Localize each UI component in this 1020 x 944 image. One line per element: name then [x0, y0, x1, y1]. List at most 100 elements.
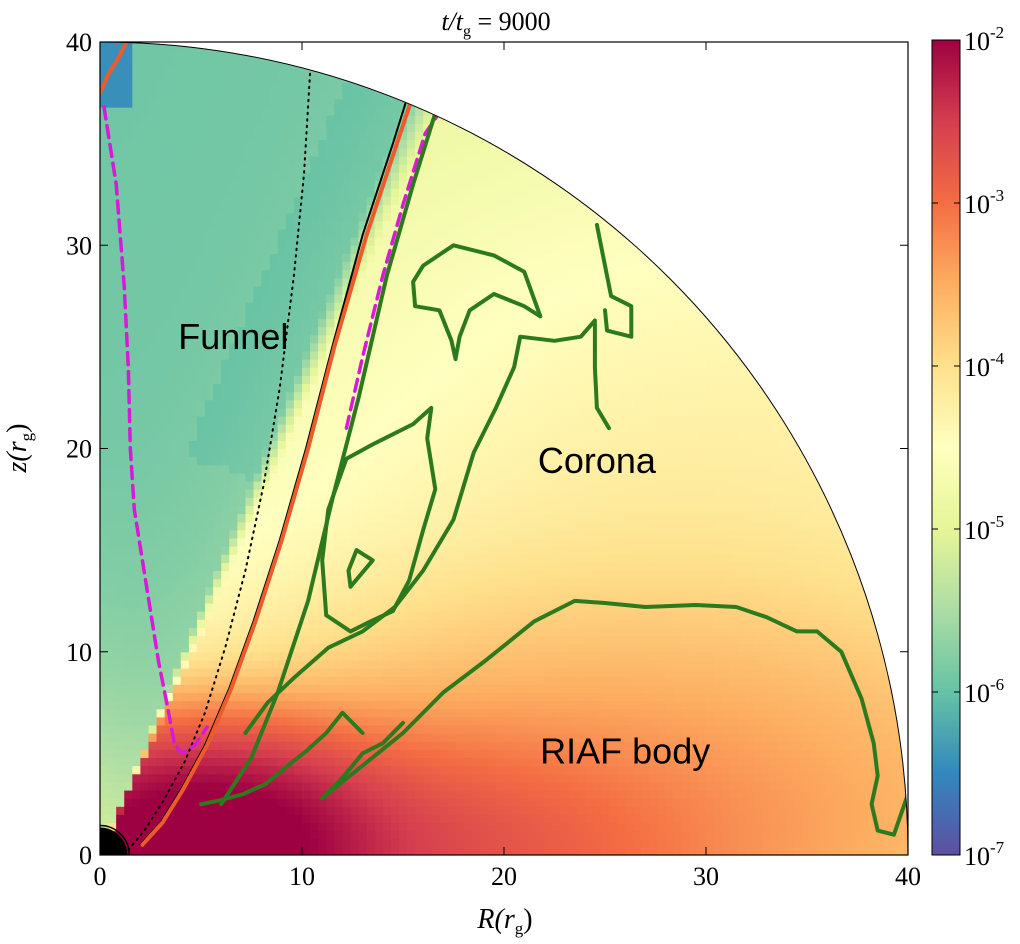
heatmap-cell	[213, 367, 222, 376]
heatmap-cell	[213, 692, 222, 702]
heatmap-cell	[431, 798, 440, 807]
heatmap-cell	[302, 684, 311, 693]
heatmap-cell	[512, 415, 521, 425]
heatmap-cell	[398, 481, 408, 490]
heatmap-cell	[382, 806, 392, 815]
heatmap-cell	[213, 472, 222, 482]
heatmap-cell	[229, 489, 238, 498]
heatmap-cell	[261, 326, 271, 336]
heatmap-cell	[269, 464, 279, 474]
heatmap-cell	[277, 611, 287, 620]
heatmap-cell	[374, 513, 384, 523]
heatmap-cell	[512, 440, 521, 450]
heatmap-cell	[164, 765, 174, 775]
heatmap-cell	[302, 692, 311, 702]
heatmap-cell	[116, 570, 125, 580]
heatmap-cell	[261, 830, 271, 840]
heatmap-cell	[310, 521, 319, 531]
heatmap-cell	[293, 464, 303, 474]
heatmap-cell	[261, 846, 271, 855]
heatmap-cell	[334, 302, 343, 311]
heatmap-cell	[100, 147, 109, 157]
heatmap-cell	[447, 228, 457, 238]
heatmap-cell	[334, 554, 343, 563]
heatmap-cell	[156, 440, 166, 450]
heatmap-cell	[504, 546, 513, 555]
heatmap-cell	[334, 806, 343, 815]
heatmap-cell	[277, 546, 287, 555]
heatmap-cell	[253, 757, 263, 767]
heatmap-cell	[205, 708, 214, 718]
heatmap-cell	[180, 619, 190, 628]
heatmap-cell	[407, 147, 416, 157]
heatmap-cell	[310, 212, 319, 222]
heatmap-cell	[374, 261, 384, 271]
heatmap-cell	[431, 139, 440, 149]
heatmap-cell	[447, 586, 457, 596]
heatmap-cell	[148, 627, 158, 637]
heatmap-cell	[253, 432, 263, 441]
heatmap-cell	[253, 627, 263, 637]
heatmap-cell	[116, 432, 125, 441]
heatmap-cell	[277, 163, 287, 173]
heatmap-cell	[334, 212, 343, 222]
heatmap-cell	[398, 261, 408, 271]
heatmap-cell	[293, 611, 303, 620]
heatmap-cell	[116, 139, 125, 149]
heatmap-cell	[350, 424, 360, 433]
heatmap-cell	[140, 554, 150, 563]
heatmap-cell	[479, 798, 489, 807]
heatmap-cell	[293, 562, 303, 572]
heatmap-cell	[302, 285, 311, 295]
heatmap-cell	[100, 773, 109, 783]
heatmap-cell	[423, 733, 432, 742]
heatmap-cell	[116, 781, 125, 791]
heatmap-cell	[423, 196, 432, 206]
heatmap-cell	[196, 440, 206, 450]
heatmap-cell	[245, 562, 255, 572]
heatmap-cell	[245, 765, 255, 775]
heatmap-cell	[253, 448, 263, 458]
heatmap-cell	[132, 619, 141, 628]
heatmap-cell	[205, 692, 214, 702]
heatmap-cell	[180, 497, 190, 507]
heatmap-cell	[156, 619, 166, 628]
heatmap-cell	[196, 342, 206, 352]
heatmap-cell	[487, 838, 497, 848]
heatmap-cell	[447, 326, 457, 336]
heatmap-cell	[253, 253, 263, 263]
heatmap-cell	[213, 668, 222, 677]
heatmap-cell	[164, 90, 174, 100]
heatmap-cell	[342, 367, 352, 376]
heatmap-cell	[455, 741, 465, 750]
heatmap-cell	[302, 668, 311, 677]
heatmap-cell	[180, 82, 190, 92]
heatmap-cell	[479, 196, 489, 206]
heatmap-cell	[504, 220, 513, 230]
heatmap-cell	[108, 635, 117, 645]
heatmap-cell	[285, 269, 295, 279]
heatmap-cell	[455, 147, 465, 157]
heatmap-cell	[512, 619, 521, 628]
heatmap-cell	[213, 58, 222, 67]
heatmap-cell	[382, 716, 392, 726]
heatmap-cell	[504, 668, 513, 677]
heatmap-cell	[495, 798, 505, 807]
heatmap-cell	[374, 237, 384, 246]
heatmap-cell	[326, 196, 335, 206]
heatmap-cell	[253, 749, 263, 759]
heatmap-cell	[479, 440, 489, 450]
heatmap-cell	[156, 424, 166, 433]
heatmap-cell	[293, 82, 303, 92]
heatmap-cell	[512, 651, 521, 661]
heatmap-cell	[237, 424, 247, 433]
heatmap-cell	[229, 334, 238, 344]
heatmap-cell	[407, 692, 416, 702]
heatmap-cell	[261, 237, 271, 246]
heatmap-cell	[302, 228, 311, 238]
heatmap-cell	[487, 521, 497, 531]
heatmap-cell	[196, 415, 206, 425]
heatmap-cell	[407, 684, 416, 693]
heatmap-cell	[188, 204, 198, 214]
heatmap-cell	[310, 432, 319, 441]
